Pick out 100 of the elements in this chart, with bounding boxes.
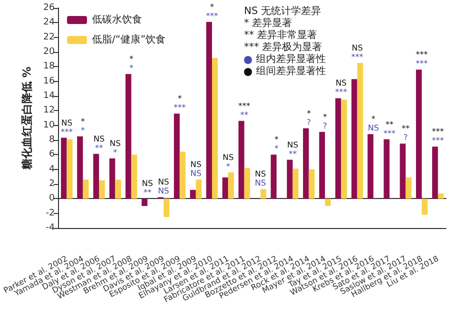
- bar: [131, 154, 138, 199]
- annotation: **: [143, 188, 152, 198]
- bar: [228, 172, 234, 199]
- y-tick-label: 4: [48, 164, 55, 174]
- bar: [432, 146, 438, 199]
- annotation: ***: [416, 59, 428, 68]
- y-tick-label: 26: [43, 3, 55, 13]
- bar: [341, 100, 347, 199]
- bar: [222, 177, 228, 199]
- y-tick-label: -2: [46, 208, 55, 218]
- bar: [99, 180, 105, 199]
- y-axis-title: 糖化血红蛋白降低 %: [20, 66, 34, 170]
- annotation: **: [288, 149, 297, 158]
- y-tick-label: -4: [46, 223, 55, 233]
- y-tick-label: 10: [43, 120, 55, 130]
- bar: [212, 58, 218, 199]
- annotation: NS: [158, 186, 170, 196]
- bar: [400, 144, 406, 199]
- bar: [60, 138, 67, 199]
- y-tick-label: 14: [43, 91, 55, 101]
- y-tick-label: 24: [43, 18, 55, 28]
- annotation: ***: [238, 101, 250, 110]
- bar: [416, 70, 422, 199]
- bar: [174, 114, 180, 199]
- y-tick-label: 18: [43, 62, 55, 72]
- annotation: *: [80, 126, 85, 135]
- annotation: ***: [206, 11, 218, 20]
- annotation: *: [129, 64, 134, 72]
- annotation: *: [322, 112, 327, 122]
- annotation: *: [274, 135, 279, 144]
- annotation: ?: [306, 118, 311, 127]
- bar: [357, 63, 364, 199]
- bar: [422, 198, 428, 215]
- annotation: ***: [335, 88, 348, 97]
- bar: [368, 134, 374, 199]
- y-tick-label: 12: [43, 106, 55, 116]
- annotation: NS: [352, 44, 363, 52]
- bar: [206, 22, 212, 199]
- annotation: ***: [432, 136, 444, 146]
- annotation: *: [306, 108, 311, 118]
- annotation: NS: [254, 178, 266, 188]
- annotation: NS: [158, 178, 170, 187]
- annotation: *: [80, 116, 85, 126]
- annotation: ***: [174, 103, 186, 112]
- annotation: **: [402, 124, 410, 134]
- annotation: *: [129, 54, 134, 64]
- annotation: NS: [368, 124, 379, 133]
- legend-label: 低碳水饮食: [92, 14, 142, 26]
- annotation: *: [274, 144, 279, 154]
- bar: [190, 190, 196, 199]
- annotation: 组内差异显著性: [256, 54, 326, 66]
- bar: [126, 74, 132, 199]
- annotation: *: [371, 114, 376, 124]
- annotation: NS: [110, 138, 121, 148]
- bar: [308, 169, 315, 199]
- bar: [244, 168, 250, 199]
- bar: [335, 98, 342, 199]
- annotation: ** 差异非常显著: [244, 30, 318, 42]
- annotation: ***: [60, 127, 73, 136]
- annotation: NS: [94, 134, 105, 144]
- bar: [180, 152, 186, 199]
- annotation: NS: [254, 170, 266, 179]
- annotation: **: [386, 120, 394, 129]
- bar: [66, 139, 73, 199]
- annotation: **: [240, 110, 248, 120]
- annotation: NS: [287, 140, 298, 150]
- annotation: ***: [432, 127, 444, 136]
- annotation: *: [113, 148, 118, 157]
- y-tick-label: 2: [48, 179, 55, 189]
- bar: [286, 160, 293, 199]
- bar: [384, 139, 390, 199]
- annotation: ?: [322, 121, 328, 130]
- bar: [406, 177, 412, 199]
- annotation: NS: [61, 118, 72, 128]
- annotation: NS 无统计学差异: [244, 6, 322, 18]
- y-tick-label: 8: [48, 135, 55, 145]
- annotation: NS: [222, 152, 234, 162]
- y-tick-label: 20: [43, 47, 55, 57]
- annotation: NS: [190, 160, 202, 170]
- bar: [292, 168, 298, 199]
- annotation: *: [178, 94, 182, 104]
- bar: [319, 132, 325, 199]
- bar: [82, 180, 89, 199]
- bar: [270, 154, 277, 199]
- annotation: * 差异显著: [244, 18, 292, 30]
- bar: [351, 79, 358, 199]
- annotation: NS: [336, 78, 347, 88]
- bar: [438, 194, 444, 199]
- bar: [164, 198, 170, 217]
- y-tick-label: 16: [43, 76, 55, 86]
- y-tick-label: 22: [43, 32, 55, 42]
- annotation: *: [210, 2, 214, 12]
- legend-label: 低脂/“健康”饮食: [92, 34, 166, 46]
- annotation: **: [95, 143, 104, 152]
- bar: [303, 128, 309, 199]
- bar: [260, 189, 266, 199]
- annotation: ?: [404, 133, 408, 142]
- bar: [324, 198, 331, 206]
- y-tick-label: 6: [48, 150, 55, 160]
- annotation: ***: [384, 128, 396, 138]
